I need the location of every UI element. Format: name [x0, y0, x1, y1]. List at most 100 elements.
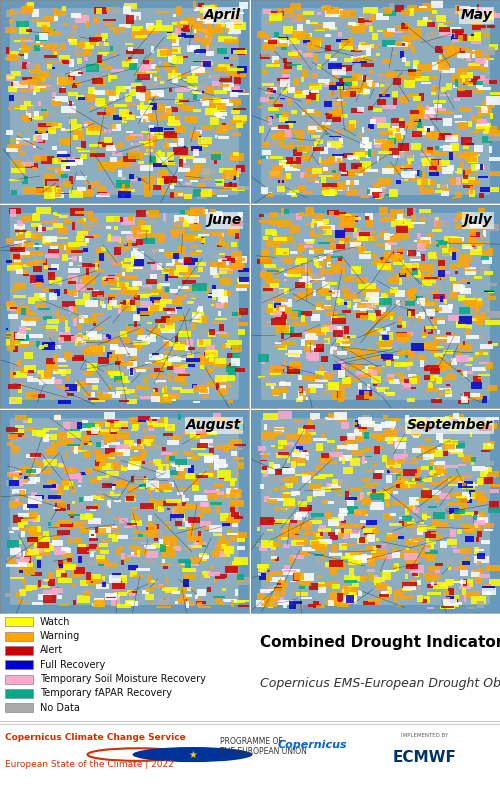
Bar	[225, 566, 238, 573]
Bar	[431, 532, 440, 534]
Bar	[80, 315, 88, 323]
Bar	[193, 418, 198, 421]
Bar	[372, 554, 384, 559]
Bar	[408, 505, 415, 512]
Bar	[120, 237, 127, 243]
Bar	[112, 30, 122, 34]
Bar	[148, 164, 163, 167]
Bar	[192, 66, 204, 73]
Bar	[404, 586, 416, 590]
Bar	[337, 158, 340, 163]
Bar	[320, 329, 326, 335]
Bar	[123, 330, 128, 336]
Bar	[53, 354, 58, 362]
Bar	[439, 55, 442, 62]
Bar	[400, 9, 410, 15]
Bar	[86, 506, 99, 509]
Bar	[124, 526, 135, 528]
Bar	[474, 126, 485, 130]
Bar	[266, 64, 280, 67]
Bar	[119, 24, 132, 28]
Bar	[209, 354, 214, 362]
Bar	[427, 64, 440, 66]
Bar	[353, 304, 364, 310]
Bar	[162, 588, 171, 590]
Bar	[74, 292, 78, 297]
Bar	[38, 370, 44, 377]
Bar	[206, 46, 209, 50]
Bar	[311, 134, 320, 138]
Bar	[132, 591, 138, 593]
Bar	[372, 577, 385, 582]
Bar	[61, 561, 70, 568]
Bar	[62, 553, 74, 557]
Bar	[168, 72, 181, 79]
Bar	[338, 531, 344, 537]
Bar	[144, 64, 156, 69]
Bar	[230, 230, 237, 231]
Bar	[178, 247, 186, 255]
Bar	[238, 309, 241, 316]
Bar	[19, 472, 22, 475]
Bar	[312, 90, 318, 94]
Bar	[266, 116, 270, 119]
Bar	[456, 6, 464, 11]
Bar	[282, 160, 292, 162]
Bar	[61, 160, 75, 163]
Bar	[126, 299, 130, 307]
Bar	[128, 329, 134, 333]
Bar	[272, 56, 280, 64]
Bar	[345, 530, 359, 533]
Bar	[362, 486, 374, 488]
Bar	[140, 226, 151, 233]
Bar	[87, 444, 97, 452]
Bar	[471, 21, 482, 25]
Bar	[273, 345, 286, 347]
Bar	[96, 42, 110, 46]
Bar	[429, 466, 433, 470]
Bar	[333, 314, 346, 318]
Bar	[228, 515, 239, 521]
Bar	[122, 369, 130, 373]
Bar	[14, 168, 22, 175]
Bar	[280, 387, 287, 394]
Bar	[67, 504, 70, 510]
Bar	[55, 169, 58, 173]
Bar	[316, 223, 327, 227]
Bar	[438, 487, 452, 491]
Bar	[476, 212, 486, 214]
Bar	[374, 45, 378, 49]
Bar	[118, 465, 125, 471]
Bar	[184, 451, 193, 456]
Bar	[42, 222, 56, 224]
Bar	[18, 467, 30, 473]
Bar	[30, 275, 36, 283]
Bar	[127, 601, 138, 606]
Bar	[190, 208, 204, 215]
Bar	[398, 316, 402, 320]
Bar	[286, 492, 296, 494]
Bar	[232, 22, 245, 31]
Bar	[34, 304, 46, 308]
Bar	[149, 333, 159, 337]
Bar	[219, 476, 226, 479]
Bar	[41, 189, 51, 194]
Bar	[300, 260, 310, 263]
Bar	[179, 267, 191, 273]
Bar	[384, 259, 388, 262]
Bar	[210, 525, 222, 532]
Bar	[90, 152, 105, 157]
Bar	[188, 465, 194, 472]
Bar	[286, 274, 291, 277]
Bar	[428, 472, 434, 474]
Bar	[190, 179, 198, 182]
Bar	[394, 41, 402, 46]
Bar	[132, 456, 143, 461]
Bar	[352, 13, 354, 16]
Bar	[144, 545, 156, 549]
Bar	[121, 230, 134, 234]
Bar	[298, 243, 306, 251]
Bar	[338, 138, 343, 144]
Bar	[318, 586, 326, 593]
Bar	[142, 461, 145, 465]
